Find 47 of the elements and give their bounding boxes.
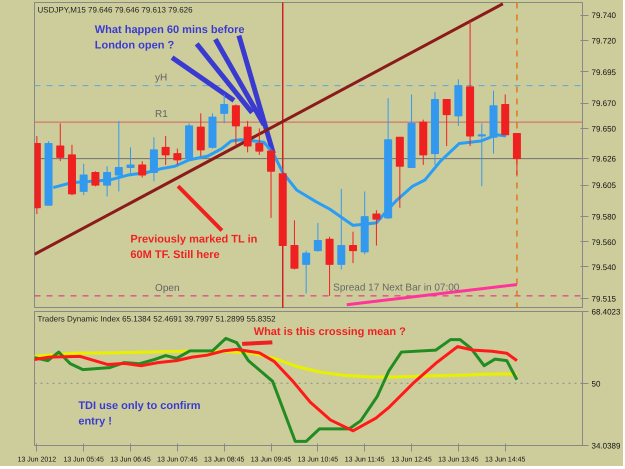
- y-tick-label: 79.580: [592, 212, 617, 222]
- ref-line-label: yH: [155, 72, 168, 84]
- ref-line-label: Open: [155, 282, 180, 294]
- y-tick-label: 79.515: [592, 294, 617, 304]
- chart-title: Traders Dynamic Index 65.1384 52.4691 39.7997 51.2899 55.8352: [38, 314, 276, 324]
- candlestick: [162, 135, 170, 166]
- candlestick: [126, 146, 135, 174]
- candlestick: [220, 94, 228, 124]
- y-tick-label: 79.720: [592, 36, 617, 46]
- y-tick-label: 79.560: [592, 238, 617, 247]
- y-tick-label: 34.0389: [592, 442, 621, 450]
- y-tick-label: 79.626: [592, 154, 617, 164]
- candlestick: [91, 170, 100, 187]
- candlestick: [150, 136, 158, 182]
- chart-title: USDJPY,M15 79.646 79.646 79.613 79.626: [38, 6, 194, 14]
- y-tick-label: 68.4023: [592, 308, 621, 316]
- candlestick: [80, 163, 88, 196]
- line-series: [34, 336, 518, 443]
- candlestick: [290, 220, 298, 270]
- y-tick-label: 50: [592, 379, 601, 388]
- line-series: [34, 345, 518, 432]
- y-tick-label: 79.740: [592, 11, 617, 20]
- candlestick: [138, 160, 146, 178]
- annotation: Previously marked TL in 60M TF. Still here: [130, 234, 258, 262]
- candlestick: [302, 250, 310, 294]
- annotation: TDI use only to confirm entry !: [78, 400, 201, 428]
- candlestick: [348, 231, 358, 264]
- y-tick-label: 79.650: [592, 124, 617, 134]
- y-tick-label: 79.670: [592, 99, 617, 108]
- candlestick: [255, 128, 264, 156]
- y-tick-label: 79.695: [592, 68, 617, 77]
- candlestick: [244, 120, 252, 153]
- y-tick-label: 79.605: [592, 181, 617, 190]
- candlestick: [173, 148, 182, 166]
- candlestick: [442, 98, 451, 147]
- candlestick: [196, 112, 205, 157]
- annotation: Spread 17 Next Bar in 07:00: [333, 282, 460, 294]
- candlestick: [103, 166, 112, 197]
- ref-line-label: R1: [155, 109, 168, 120]
- candlestick: [56, 122, 64, 162]
- annotation: What happen 60 mins before London open ?: [94, 24, 245, 52]
- candlestick: [232, 104, 240, 147]
- annotation: What is this crossing mean ?: [254, 326, 406, 338]
- candlestick: [372, 210, 380, 246]
- candlestick: [314, 222, 322, 252]
- y-tick-label: 79.540: [592, 262, 617, 272]
- candlestick: [267, 148, 276, 218]
